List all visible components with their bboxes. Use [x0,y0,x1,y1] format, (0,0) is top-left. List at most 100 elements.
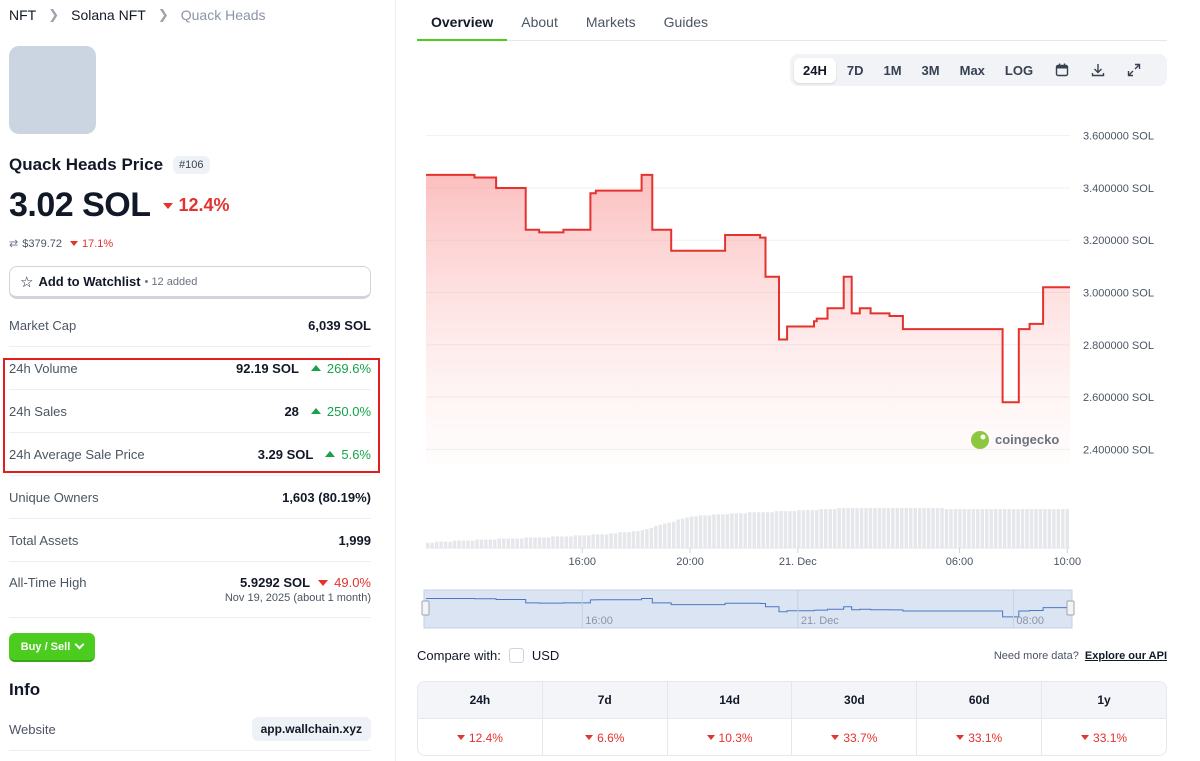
range-24h-button[interactable]: 24H [794,57,836,83]
range-max-button[interactable]: Max [959,62,985,78]
volume-bar [815,510,819,548]
volume-bar [506,538,510,548]
volume-bar [475,539,479,548]
navigator-handle-right [1066,600,1075,616]
x-tick-label: 20:00 [676,556,704,568]
volume-bar [578,535,582,548]
range-3m-button[interactable]: 3M [921,62,940,78]
volume-bar [622,532,627,548]
stat-value: 5.9292 SOL [240,575,311,590]
compare-usd-checkbox[interactable] [508,648,524,663]
caret-down-icon [318,579,329,586]
performance-header: 60d [917,682,1043,718]
volume-bar [913,508,917,548]
volume-bar [846,508,850,548]
tab-about[interactable]: About [521,14,558,30]
volume-bar [962,509,967,548]
volume-bar [1034,509,1038,548]
volume-bar [564,536,569,548]
range-7d-button[interactable]: 7D [846,62,864,78]
expand-icon[interactable] [1116,58,1152,82]
usd-price: $379.72 [22,237,62,250]
price-chart[interactable]: 3.600000 SOL 3.400000 SOL 3.200000 SOL 3.00… [410,120,1170,635]
volume-bar [1056,509,1061,548]
website-link[interactable]: app.wallchain.xyz [251,717,371,741]
volume-bar [604,534,609,548]
breadcrumb-solana-nft[interactable]: Solana NFT [71,7,146,23]
volume-bar [792,511,797,548]
stat-24h-volume: 24h Volume 92.19 SOL 269.6% [9,347,371,390]
swap-icon[interactable]: ⇄ [9,238,19,250]
download-icon[interactable] [1080,58,1116,82]
volume-bar [895,508,900,548]
volume-bar [940,508,944,548]
volume-bar [725,514,730,548]
volume-bar [618,532,622,548]
range-1m-button[interactable]: 1M [883,62,902,78]
performance-table: 24h 7d 14d 30d 60d 1y 12.4% 6.6% 10.3% 3… [417,681,1167,756]
volume-bar [1016,509,1020,548]
stat-value: 6,039 SOL [308,317,371,333]
price-row: 3.02 SOL 12.4% [9,186,230,225]
volume-bar [587,535,591,548]
volume-bar [980,509,985,548]
stat-label: Unique Owners [9,489,99,505]
navigator-line [426,598,1070,618]
stat-change-value: 269.6% [326,360,371,376]
caret-down-icon [162,202,173,209]
volume-bar [479,539,484,548]
volume-bar [627,532,631,548]
volume-bar [613,533,618,548]
log-scale-button[interactable]: LOG [1004,62,1034,78]
volume-bar [712,514,716,548]
stat-change-value: 49.0% [334,575,371,590]
volume-bar [779,511,783,548]
volume-bar [1007,509,1011,548]
stat-market-cap: Market Cap 6,039 SOL [9,304,371,347]
performance-value: 10.3% [668,719,793,755]
volume-bar [774,511,779,548]
caret-up-icon [325,451,336,457]
stat-unique-owners: Unique Owners 1,603 (80.19%) [9,476,371,519]
y-tick-label: 3.600000 SOL [1083,131,1154,143]
volume-bar [443,541,448,548]
price-area [426,174,1070,465]
volume-bar [667,522,671,548]
performance-value-text: 6.6% [597,730,625,745]
star-icon: ☆ [20,273,34,291]
x-tick-label: 10:00 [1054,556,1082,568]
chevron-right-icon: ❯ [48,7,60,22]
y-tick-label: 2.600000 SOL [1083,392,1154,404]
caret-down-icon [956,735,965,740]
explore-api-link[interactable]: Explore our API [1084,649,1167,662]
volume-bar [971,509,976,548]
tab-guides[interactable]: Guides [663,14,709,30]
volume-bar [595,534,600,548]
volume-bar [671,521,676,548]
add-to-watchlist-button[interactable]: ☆ Add to Watchlist • 12 added [9,266,371,299]
stat-24h-average-sale-price: 24h Average Sale Price 3.29 SOL 5.6% [9,433,371,476]
navigator-handle-left [421,600,430,616]
volume-bar [904,508,908,548]
volume-bar [900,508,904,548]
tab-markets[interactable]: Markets [585,14,636,30]
volume-bar [931,508,935,548]
volume-bar [958,509,962,548]
chevron-down-icon [74,639,85,650]
volume-bar [788,511,792,548]
volume-bar [783,511,788,548]
volume-bar [761,512,765,548]
stat-24h-sales: 24h Sales 28 250.0% [9,390,371,433]
performance-header: 1y [1097,693,1111,707]
api-promo-text: Need more data? [993,649,1079,662]
volume-bar [680,518,685,548]
volume-bar [743,513,747,548]
breadcrumb-nft[interactable]: NFT [9,7,37,23]
volume-bar [560,536,564,548]
volume-bar [484,539,488,548]
buy-sell-button[interactable]: Buy / Sell [9,633,95,662]
stat-value-wrap: 28 250.0% [284,404,371,419]
navigator-tick-label: 21. Dec [801,615,839,627]
calendar-icon[interactable] [1044,58,1080,82]
tab-overview[interactable]: Overview [417,0,508,41]
